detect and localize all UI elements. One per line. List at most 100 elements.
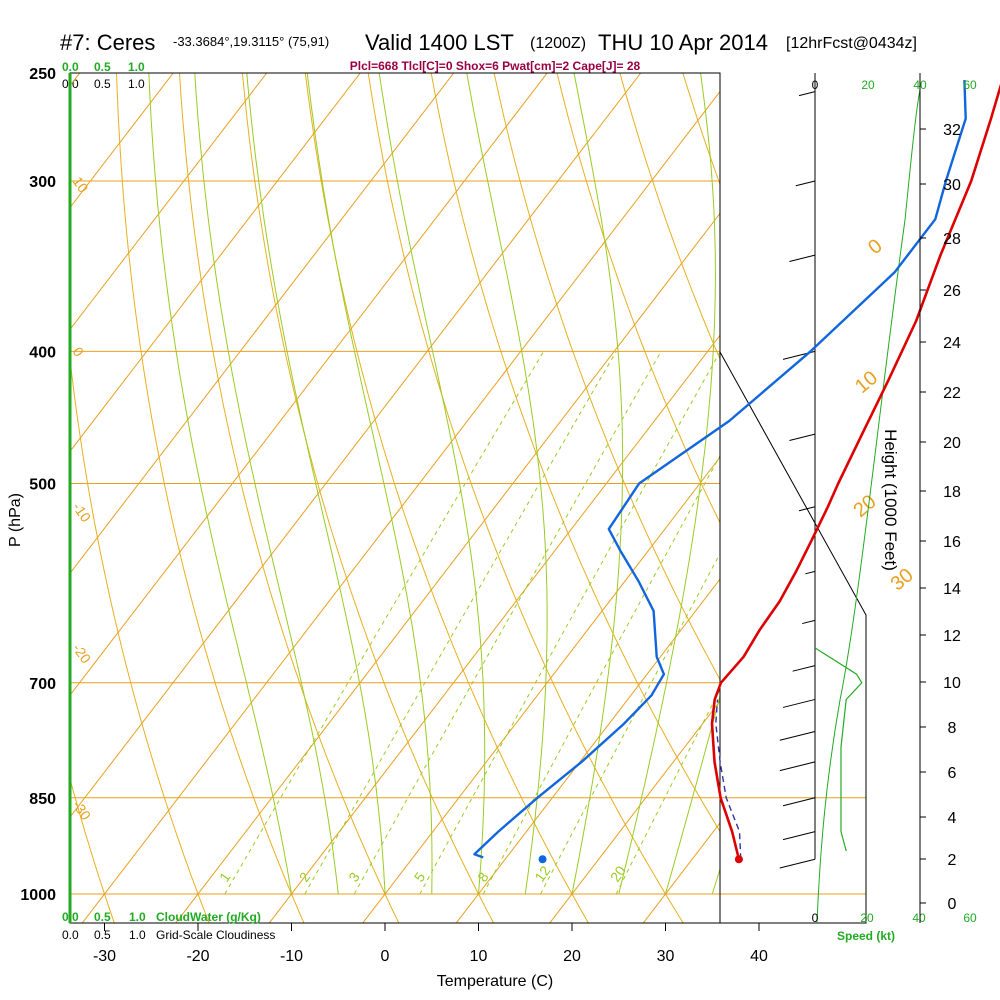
isotherms <box>0 24 1000 923</box>
y-axis-label: P (hPa) <box>7 493 24 547</box>
height-tick-label: 20 <box>943 435 961 452</box>
cloud-scale-top-green-0: 0.0 <box>62 60 79 74</box>
wind-barb <box>802 619 816 625</box>
isobars <box>70 72 866 895</box>
mixing-ratio-line <box>419 351 720 895</box>
speed-axis-top-20: 20 <box>861 78 875 92</box>
moist-adiabat-line <box>571 73 624 895</box>
dry-adiabat-line <box>556 73 720 524</box>
temperature-surface-marker <box>734 855 743 864</box>
temperature-tick-label: 30 <box>657 948 675 965</box>
moist-adiabat-line <box>148 73 292 895</box>
mixing-ratio-label: 1 <box>216 869 234 885</box>
forecast-run: [12hrFcst@0434z] <box>786 35 917 52</box>
speed-axis-bottom-20: 20 <box>860 911 874 925</box>
height-tick-label: 32 <box>943 122 961 139</box>
moist-adiabat-line <box>194 73 339 895</box>
moist-adiabat-line <box>378 73 486 895</box>
speed-axis-label: Speed (kt) <box>837 929 895 943</box>
temperature-tick-label: 40 <box>750 948 768 965</box>
dry-adiabat-line <box>241 73 494 923</box>
height-tick-label: 26 <box>943 283 961 300</box>
pressure-tick-label: 400 <box>29 344 56 361</box>
mixing-ratio-label: 5 <box>411 869 429 885</box>
speed-axis-top-0: 0 <box>812 78 819 92</box>
station-title: #7: Ceres <box>60 30 155 55</box>
moist-adiabat-line <box>711 867 720 895</box>
moist-adiabat-line <box>246 73 386 895</box>
isotherm-line <box>549 700 720 923</box>
mixing-ratio-label: 12 <box>531 863 553 885</box>
isotherm-label: 10 <box>851 367 882 398</box>
isotherm-line <box>0 24 24 923</box>
cloudwater-label: CloudWater (g/Kg) <box>156 910 261 924</box>
isotherm-line <box>70 73 361 453</box>
temperature-tick-label: -10 <box>280 948 303 965</box>
cloud-scale-bottom-green-1: 0.5 <box>94 910 111 924</box>
temperature-tick-label: 10 <box>470 948 488 965</box>
cloud-scale-top-black-1: 0.5 <box>94 77 111 91</box>
height-tick-label: 8 <box>948 720 957 737</box>
isotherm-line <box>81 90 720 923</box>
height-tick-label: 6 <box>948 765 957 782</box>
wind-barb <box>789 254 816 262</box>
wind-barb <box>782 698 816 708</box>
dry-adiabat-line <box>619 73 720 361</box>
mixing-ratio-line <box>304 351 617 895</box>
dry-adiabat-line <box>730 24 1000 923</box>
moist-adiabat-line <box>665 694 720 895</box>
isotherm-line <box>70 73 548 696</box>
dry-adiabat-line <box>430 73 720 833</box>
pressure-tick-label: 500 <box>29 477 56 494</box>
wind-barb <box>792 665 816 672</box>
height-tick-label: 2 <box>948 852 957 869</box>
cloud-scale-bottom-green-0: 0.0 <box>62 910 79 924</box>
cloud-scale-top-green-1: 0.5 <box>94 60 111 74</box>
speed-axis-bottom-40: 40 <box>912 911 926 925</box>
height-tick-label: 12 <box>943 628 961 645</box>
mixing-ratio-line <box>482 454 720 895</box>
isotherm-line <box>362 456 720 923</box>
temperature-tick-label: 20 <box>563 948 581 965</box>
dewpoint-line <box>473 80 967 859</box>
cloud-water-line <box>814 647 863 852</box>
mixing-ratio-label: 8 <box>474 869 492 885</box>
wind-barb <box>779 761 816 772</box>
mixing-ratio-line <box>615 688 720 895</box>
cloud-water-profile <box>814 647 863 852</box>
dry-adiabat-line <box>493 73 720 681</box>
dry-adiabat-line <box>304 73 589 923</box>
height-tick-label: 0 <box>948 896 957 913</box>
mixing-ratio-label: 3 <box>345 869 363 885</box>
isotherm-line <box>70 73 455 575</box>
forecast-date: THU 10 Apr 2014 <box>598 30 768 55</box>
wind-barb <box>798 506 816 512</box>
mixing-ratio-lines <box>224 351 720 895</box>
isotherm-line <box>830 24 1000 923</box>
wind-barb <box>798 91 816 97</box>
pressure-tick-label: 700 <box>29 676 56 693</box>
dry-adiabat-line <box>0 24 19 923</box>
dry-adiabats <box>0 24 1000 923</box>
speed-axis-bottom-0: 0 <box>812 911 819 925</box>
dry-adiabat-line <box>70 354 210 923</box>
dry-adiabat-line <box>70 777 115 923</box>
wind-barb <box>805 570 816 575</box>
height-tick-label: 28 <box>943 231 961 248</box>
isotherm-line <box>737 24 1000 923</box>
sounding-lines <box>473 80 1000 864</box>
dry-adiabat-line <box>178 73 400 923</box>
indices-line: Plcl=668 Tlcl[C]=0 Shox=6 Pwat[cm]=2 Cap… <box>350 59 641 73</box>
dry-adiabat-line <box>914 24 1000 923</box>
height-tick-label: 16 <box>943 534 961 551</box>
wind-barb <box>779 858 816 869</box>
isotherm-label: -30 <box>70 797 95 823</box>
isotherm-label: 10 <box>70 174 92 196</box>
isotherm-line <box>70 73 174 209</box>
station-coords: -33.3684°,19.3115° (75,91) <box>173 34 329 49</box>
cloudiness-label: Grid-Scale Cloudiness <box>156 928 275 942</box>
isotherm-label: 20 <box>849 491 880 522</box>
height-axis-label: Height (1000 Feet) <box>881 429 900 571</box>
